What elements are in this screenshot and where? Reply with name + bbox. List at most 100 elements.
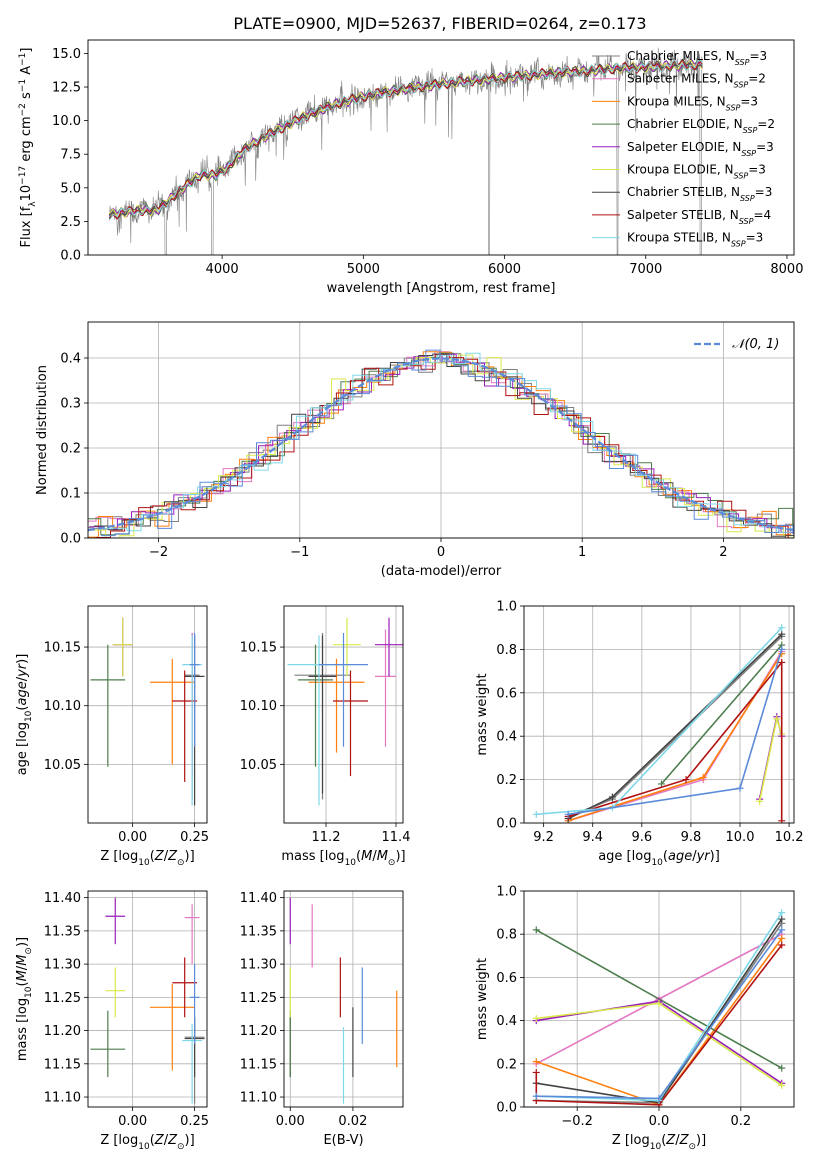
weight-marker-normal [736, 784, 744, 792]
x-axis-label-part: Z [154, 849, 165, 864]
y-tick-label: 11.25 [44, 991, 81, 1006]
y-tick-label: 15.0 [52, 47, 81, 62]
y-tick-label: 11.10 [240, 1091, 277, 1106]
y-tick-label: 12.5 [52, 81, 81, 96]
x-axis-label-part: ⊙ [388, 858, 396, 868]
weight-marker-kroupa-elodie [532, 1014, 540, 1022]
legend-label-kroupa-elodie: Kroupa ELODIE, NSSP=3 [627, 163, 766, 181]
y-tick-label: 5.0 [60, 181, 81, 196]
x-axis-label-part: Z [log [612, 1133, 650, 1148]
y-axis-label-part: Normed distribution [35, 365, 50, 495]
y-axis-label-part: −17 [18, 166, 28, 185]
y-tick-label: 0.3 [60, 397, 81, 412]
legend-label-kroupa-stelib: Kroupa STELIB, NSSP=3 [627, 231, 763, 249]
model-line-salpeter-stelib [108, 59, 703, 220]
y-tick-label: 0.4 [496, 730, 517, 745]
weight-marker-kroupa-stelib [778, 624, 786, 632]
model-line-kroupa-stelib [108, 59, 703, 221]
x-tick-label: 0.00 [118, 1114, 147, 1129]
mass-weight-vs-age-panel: 9.2 9.4 9.6 9.8 10.0 10.2 0.0 0.2 0.4 0.6 0.8 1.0 ag… [475, 600, 804, 869]
x-axis-label: age [log10(age/yr)] [598, 849, 720, 868]
x-tick-label: 7000 [629, 262, 662, 277]
y-axis-label-part: / [15, 676, 30, 681]
weight-marker-chabrier-stelib [778, 630, 786, 638]
x-axis-label-part: ⊙ [177, 858, 185, 868]
y-axis-label: mass weight [475, 958, 490, 1040]
y-axis-label-part: ( [15, 706, 30, 711]
y-tick-label: 0.6 [496, 686, 517, 701]
x-tick-label: −2 [149, 545, 168, 560]
y-axis-label-part: ( [15, 981, 30, 986]
y-axis-label-part: −2 [18, 103, 28, 116]
model-line-chabrier-miles [108, 58, 703, 220]
y-axis-label-part: M [15, 955, 30, 966]
y-tick-label: 0.1 [60, 487, 81, 502]
axes-frame [523, 890, 795, 1108]
x-axis-label-part: )] [710, 849, 720, 864]
legend-label-count: =3 [756, 140, 774, 154]
x-axis-label-part: ⊙ [177, 1142, 185, 1152]
weight-marker-kroupa-miles [699, 773, 707, 781]
y-tick-label: 1.0 [496, 885, 517, 900]
legend-label-subscript: SSP [740, 194, 755, 203]
x-axis-label-part: Z [167, 1133, 178, 1148]
x-axis-label-part: wavelength [Angstrom, rest frame] [327, 281, 556, 296]
x-axis-label: Z [log10(Z/Z⊙)] [100, 1133, 194, 1152]
axes-frame [283, 605, 404, 824]
x-axis-label-part: / [164, 849, 169, 864]
axes-frame [87, 605, 208, 824]
histogram-normal [101, 349, 794, 537]
legend-label-count: =2 [748, 72, 766, 86]
x-tick-label: 9.2 [533, 830, 554, 845]
y-tick-label: 11.15 [240, 1057, 277, 1072]
legend-label-name: Chabrier STELIB, N [627, 185, 740, 199]
legend-label-chabrier-miles: Chabrier MILES, NSSP=3 [627, 49, 767, 67]
x-axis-label-part: mass [log [281, 849, 344, 864]
plot-area [287, 617, 403, 806]
x-axis-label: (data-model)/error [381, 564, 502, 579]
legend-label-salpeter-elodie: Salpeter ELODIE, NSSP=3 [627, 140, 774, 158]
legend-label-count: =3 [749, 49, 767, 63]
weight-marker-chabrier-stelib [778, 915, 786, 923]
y-tick-label: 11.25 [240, 991, 277, 1006]
y-axis-label-part: M [15, 970, 30, 981]
plot-area [108, 47, 703, 255]
x-tick-label: 10.0 [726, 830, 755, 845]
y-axis-label-part: age [15, 681, 30, 705]
x-axis-label: E(B-V) [323, 1133, 363, 1148]
x-tick-label: 9.6 [631, 830, 652, 845]
y-tick-label: 0.0 [60, 249, 81, 264]
y-axis-label-part: mass weight [475, 958, 490, 1040]
x-axis-label-part: age [668, 849, 692, 864]
legend-label-chabrier-stelib: Chabrier STELIB, NSSP=3 [627, 185, 772, 203]
weight-marker-salpeter-stelib [778, 941, 786, 949]
x-axis-label-part: )] [395, 849, 405, 864]
plot-area [532, 624, 786, 823]
y-tick-label: 11.30 [44, 958, 81, 973]
y-axis-label-part: age [log [15, 722, 30, 775]
x-axis-label-part: Z [679, 1133, 690, 1148]
legend-label-name: Kroupa ELODIE, N [627, 163, 734, 177]
y-tick-label: 0.2 [496, 773, 517, 788]
y-tick-label: 0.4 [496, 1014, 517, 1029]
y-tick-label: 11.10 [44, 1091, 81, 1106]
x-axis-label-part: )] [696, 1133, 706, 1148]
y-axis-label-part: 10 [19, 185, 34, 202]
y-axis-label-part: erg cm [19, 116, 34, 165]
weight-line-chabrier-elodie [660, 644, 783, 785]
histogram-salpeter-stelib [96, 354, 794, 538]
weight-marker-kroupa-elodie [655, 999, 663, 1007]
mass-vs-metallicity-panel: 0.00 0.25 11.10 11.15 11.20 11.25 11.30 11.35 11… [15, 890, 209, 1152]
y-tick-label: 0.2 [496, 1057, 517, 1072]
legend-label-chabrier-elodie: Chabrier ELODIE, NSSP=2 [627, 117, 775, 135]
x-tick-label: 9.8 [681, 830, 702, 845]
x-tick-label: 0.00 [118, 830, 147, 845]
y-axis-label-part: A [19, 66, 34, 79]
y-tick-label: 10.10 [44, 699, 81, 714]
y-tick-label: 0.2 [60, 442, 81, 457]
legend-label-subscript: SSP [741, 148, 756, 157]
y-tick-label: 10.10 [240, 699, 277, 714]
y-tick-label: 7.5 [60, 148, 81, 163]
x-tick-label: 2 [719, 545, 727, 560]
